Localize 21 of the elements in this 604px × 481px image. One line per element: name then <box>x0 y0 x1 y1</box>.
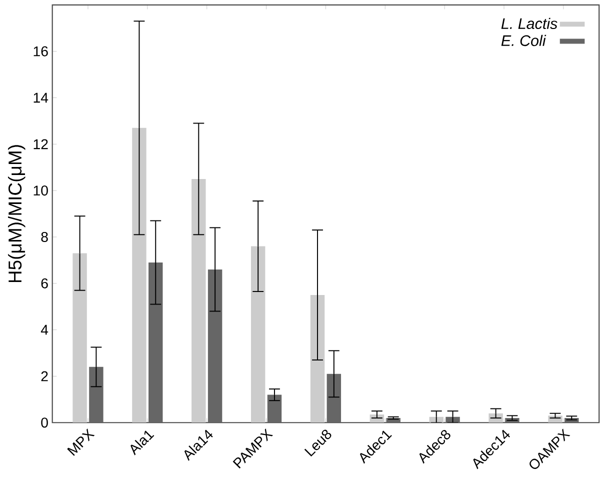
y-tick-label: 2 <box>41 371 48 382</box>
bar <box>326 374 342 423</box>
y-tick-label: 14 <box>34 92 48 103</box>
bar <box>72 253 87 423</box>
y-tick-label: 16 <box>34 46 48 56</box>
bar <box>192 179 206 423</box>
y-tick-label: 4 <box>40 325 48 335</box>
bar <box>89 367 104 423</box>
bar <box>148 262 163 423</box>
legend-label: E. Coli <box>501 34 546 46</box>
y-tick-label: 12 <box>34 139 48 150</box>
y-axis-title: H5(μM)/MIC(μM) <box>8 145 26 282</box>
bar <box>250 246 266 423</box>
y-tick-label: 10 <box>34 186 48 196</box>
y-tick-label: 8 <box>41 232 48 242</box>
y-tick-label: 0 <box>41 418 48 428</box>
bar <box>267 394 282 423</box>
bar <box>132 128 146 423</box>
y-tick-label: 6 <box>41 278 48 288</box>
legend-label: L. Lactis <box>501 18 558 30</box>
bar <box>208 270 222 423</box>
